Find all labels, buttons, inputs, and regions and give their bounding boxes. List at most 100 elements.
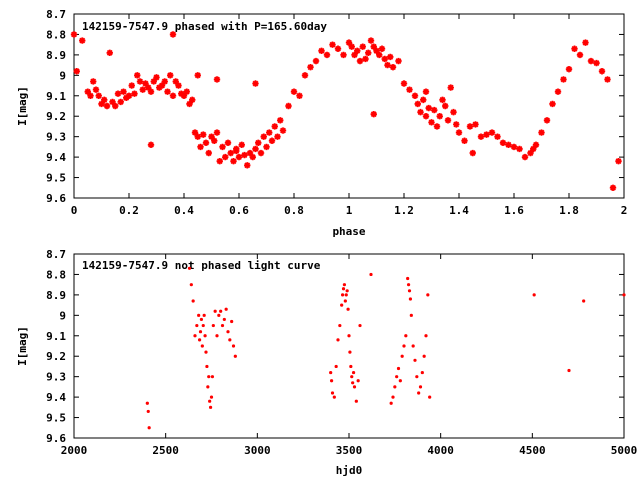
data-point [268,137,276,144]
data-point [455,129,463,136]
data-point [252,145,259,153]
data-point [169,31,177,38]
data-point [330,391,335,395]
data-point [338,323,342,328]
data-point [147,426,151,430]
y-tick-label: 8.9 [46,49,66,62]
data-point [538,129,545,136]
data-point [230,158,237,165]
data-point [348,43,355,50]
data-point [404,334,408,338]
data-point [381,55,388,63]
data-point [408,297,413,301]
data-point [231,344,236,348]
x-tick-label: 0.4 [174,204,194,217]
data-point [186,100,193,108]
data-point [246,149,254,157]
data-point [400,80,408,87]
data-point [217,313,221,317]
data-point [206,385,210,389]
data-point [406,283,411,287]
data-points [70,31,622,191]
y-tick-label: 9.1 [46,330,66,343]
data-point [117,98,124,106]
data-point [334,364,338,369]
data-point [453,121,460,128]
data-point [598,68,606,75]
data-point [95,92,102,99]
data-point [172,78,179,85]
data-point [114,90,122,97]
data-point [447,84,454,91]
y-tick-label: 9.1 [46,90,66,103]
x-tick-label: 2000 [61,444,88,457]
data-point [406,276,410,281]
x-tick-label: 2 [621,204,628,217]
data-point [146,409,150,414]
data-point [156,84,163,91]
data-point [349,364,353,369]
data-point [131,90,138,97]
data-point [153,74,160,81]
plot-frame [73,253,625,439]
data-point [354,47,361,54]
y-tick-label: 9.2 [46,350,66,363]
y-tick-label: 9.6 [46,192,66,205]
data-point [422,113,430,120]
data-point [191,299,195,303]
data-point [396,366,401,371]
data-point [400,354,404,358]
data-point [90,78,97,85]
data-point [350,375,354,379]
data-point [576,51,584,59]
data-point [567,368,571,373]
data-point [164,88,171,95]
data-point [222,153,229,161]
y-tick-label: 9.3 [46,371,66,384]
data-point [323,51,331,59]
data-point [158,82,166,89]
data-point [220,323,225,328]
data-point [301,72,309,79]
data-point [402,344,406,348]
data-point [178,90,185,97]
data-point [393,385,397,389]
data-point [329,370,333,375]
data-point [582,39,589,46]
data-point [92,86,100,93]
data-point [554,88,562,95]
data-point [84,88,91,95]
data-point [369,272,373,277]
data-point [370,110,377,118]
data-point [145,401,149,405]
data-point [161,78,168,85]
data-point [180,92,188,99]
data-point [266,129,273,136]
data-point [345,39,353,46]
data-point [241,151,248,159]
data-point [73,68,80,75]
data-point [208,399,212,403]
data-point [565,66,573,73]
data-point [125,92,133,99]
data-point [204,350,208,354]
data-point [257,149,265,157]
data-point [194,133,201,140]
data-point [424,334,428,338]
data-point [426,293,430,297]
data-point [450,108,457,116]
data-point [358,323,362,328]
data-point [351,370,356,375]
data-point [191,129,199,136]
x-tick-label: 4000 [427,444,454,457]
unphased-light-curve-chart: 142159-7547.9 not phased light curve hjd… [16,248,637,477]
data-point [290,88,298,95]
data-point [466,123,474,130]
chart-title: 142159-7547.9 phased with P=165.60day [82,20,327,33]
data-point [263,143,270,151]
data-point [224,307,228,311]
data-point [532,293,536,297]
x-tick-label: 2500 [152,444,179,457]
data-point [439,96,446,104]
data-point [200,131,207,138]
